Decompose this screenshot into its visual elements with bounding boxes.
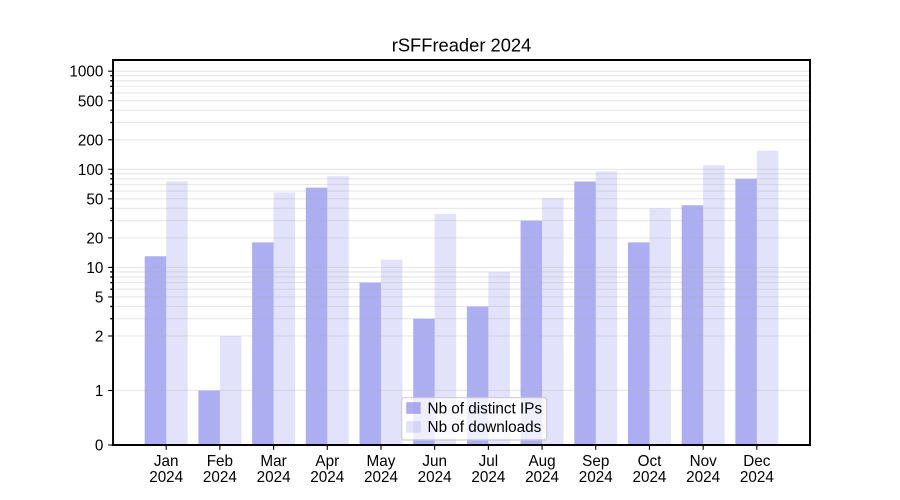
- svg-text:Jun: Jun: [422, 453, 447, 470]
- svg-text:Apr: Apr: [315, 453, 339, 470]
- svg-text:50: 50: [86, 191, 103, 208]
- svg-text:2024: 2024: [203, 469, 237, 486]
- svg-text:2024: 2024: [149, 469, 183, 486]
- svg-text:Aug: Aug: [528, 453, 555, 470]
- svg-text:200: 200: [78, 132, 103, 149]
- svg-text:2024: 2024: [364, 469, 398, 486]
- svg-text:1000: 1000: [69, 64, 103, 81]
- svg-text:0: 0: [95, 438, 104, 455]
- svg-text:1: 1: [95, 383, 104, 400]
- svg-text:May: May: [367, 453, 396, 470]
- svg-text:Dec: Dec: [743, 453, 771, 470]
- svg-text:rSFFreader 2024: rSFFreader 2024: [392, 35, 532, 56]
- svg-text:2024: 2024: [525, 469, 559, 486]
- svg-text:Nov: Nov: [690, 453, 718, 470]
- svg-text:2024: 2024: [632, 469, 666, 486]
- svg-text:2: 2: [95, 329, 104, 346]
- svg-text:2024: 2024: [579, 469, 613, 486]
- svg-text:100: 100: [78, 162, 103, 179]
- svg-text:5: 5: [95, 289, 104, 306]
- svg-text:2024: 2024: [471, 469, 505, 486]
- svg-text:20: 20: [86, 230, 103, 247]
- svg-text:Jan: Jan: [154, 453, 179, 470]
- svg-text:2024: 2024: [257, 469, 291, 486]
- svg-text:Mar: Mar: [260, 453, 286, 470]
- svg-text:Sep: Sep: [582, 453, 609, 470]
- svg-text:500: 500: [78, 93, 103, 110]
- svg-text:2024: 2024: [418, 469, 452, 486]
- svg-text:Oct: Oct: [638, 453, 663, 470]
- svg-text:2024: 2024: [740, 469, 774, 486]
- svg-text:Jul: Jul: [479, 453, 499, 470]
- svg-text:2024: 2024: [686, 469, 720, 486]
- svg-text:2024: 2024: [310, 469, 344, 486]
- svg-text:Nb of downloads: Nb of downloads: [428, 419, 542, 436]
- svg-text:Nb of distinct IPs: Nb of distinct IPs: [428, 400, 543, 417]
- svg-text:Feb: Feb: [207, 453, 233, 470]
- svg-text:10: 10: [86, 260, 103, 277]
